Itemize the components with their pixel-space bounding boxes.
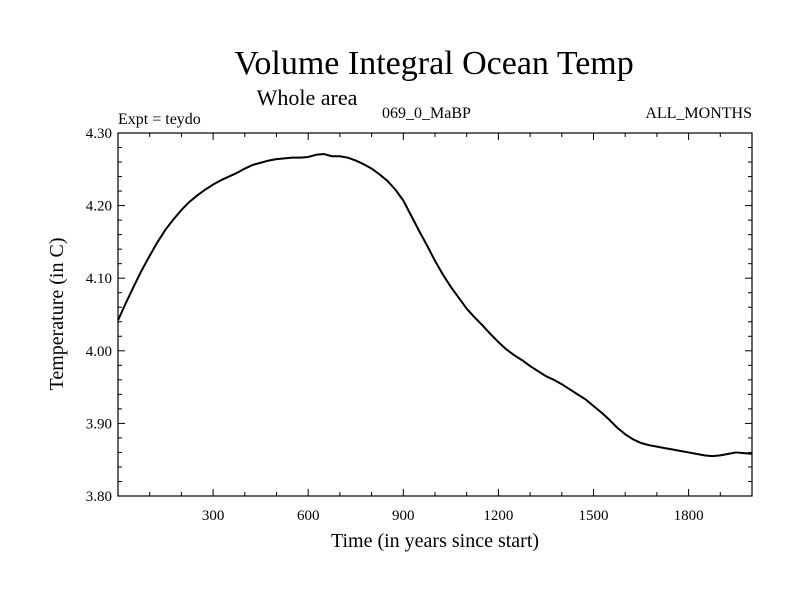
months-label: ALL_MONTHS [645, 105, 752, 122]
y-tick-label: 4.20 [86, 199, 112, 215]
x-tick-labels: 300 600 900 1200 1500 1800 [202, 508, 704, 524]
y-tick-label: 4.30 [86, 126, 112, 142]
y-tick-label: 3.80 [86, 489, 112, 505]
chart-subtitle: Whole area [257, 85, 358, 110]
temperature-series-line [117, 153, 753, 458]
x-tick-label: 300 [202, 508, 225, 524]
y-tick-label: 4.00 [86, 344, 112, 360]
chart-title: Volume Integral Ocean Temp [234, 45, 634, 82]
x-axis-label: Time (in years since start) [331, 530, 539, 552]
x-tick-label: 600 [297, 508, 320, 524]
y-axis-label: Temperature (in C) [46, 238, 68, 391]
x-tick-label: 1500 [579, 508, 609, 524]
y-tick-label: 3.90 [86, 416, 112, 432]
x-tick-label: 900 [392, 508, 415, 524]
y-tick-label: 4.10 [86, 271, 112, 287]
plot-area-frame [117, 132, 753, 497]
x-tick-label: 1200 [483, 508, 513, 524]
x-tick-label: 1800 [674, 508, 704, 524]
y-tick-labels: 3.80 3.90 4.00 4.10 4.20 4.30 [86, 126, 112, 505]
experiment-label: Expt = teydo [118, 111, 201, 128]
run-label: 069_0_MaBP [382, 105, 471, 122]
tick-marks [118, 132, 752, 497]
